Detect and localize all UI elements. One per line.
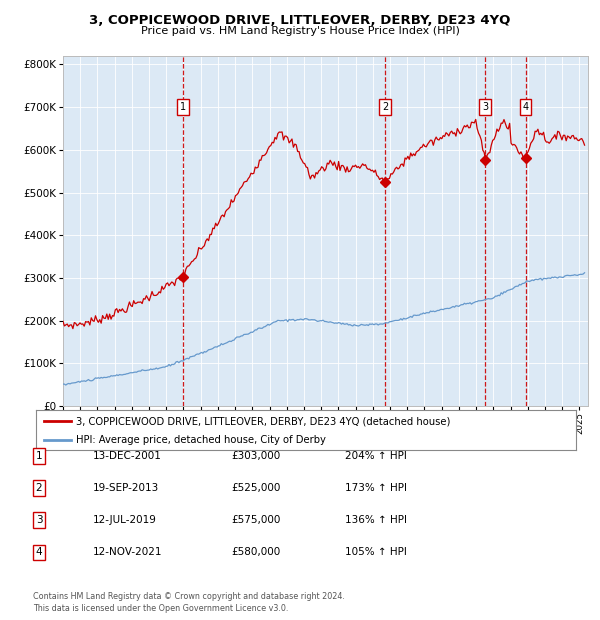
Text: 1: 1 <box>35 451 43 461</box>
Text: £525,000: £525,000 <box>231 483 280 493</box>
Text: £303,000: £303,000 <box>231 451 280 461</box>
Text: 173% ↑ HPI: 173% ↑ HPI <box>345 483 407 493</box>
Text: 3, COPPICEWOOD DRIVE, LITTLEOVER, DERBY, DE23 4YQ (detached house): 3, COPPICEWOOD DRIVE, LITTLEOVER, DERBY,… <box>77 417 451 427</box>
Text: 1: 1 <box>179 102 185 112</box>
Text: 12-NOV-2021: 12-NOV-2021 <box>93 547 163 557</box>
Text: 2: 2 <box>382 102 388 112</box>
Text: 13-DEC-2001: 13-DEC-2001 <box>93 451 162 461</box>
Text: 4: 4 <box>523 102 529 112</box>
Text: HPI: Average price, detached house, City of Derby: HPI: Average price, detached house, City… <box>77 435 326 445</box>
Text: 2: 2 <box>35 483 43 493</box>
Text: 3: 3 <box>482 102 488 112</box>
Text: Contains HM Land Registry data © Crown copyright and database right 2024.
This d: Contains HM Land Registry data © Crown c… <box>33 591 345 613</box>
Text: 3: 3 <box>35 515 43 525</box>
Text: 204% ↑ HPI: 204% ↑ HPI <box>345 451 407 461</box>
Text: 105% ↑ HPI: 105% ↑ HPI <box>345 547 407 557</box>
Text: 3, COPPICEWOOD DRIVE, LITTLEOVER, DERBY, DE23 4YQ: 3, COPPICEWOOD DRIVE, LITTLEOVER, DERBY,… <box>89 14 511 27</box>
Text: £580,000: £580,000 <box>231 547 280 557</box>
Text: 19-SEP-2013: 19-SEP-2013 <box>93 483 159 493</box>
Text: £575,000: £575,000 <box>231 515 280 525</box>
Text: 136% ↑ HPI: 136% ↑ HPI <box>345 515 407 525</box>
Text: 12-JUL-2019: 12-JUL-2019 <box>93 515 157 525</box>
Text: 4: 4 <box>35 547 43 557</box>
Text: Price paid vs. HM Land Registry's House Price Index (HPI): Price paid vs. HM Land Registry's House … <box>140 26 460 36</box>
